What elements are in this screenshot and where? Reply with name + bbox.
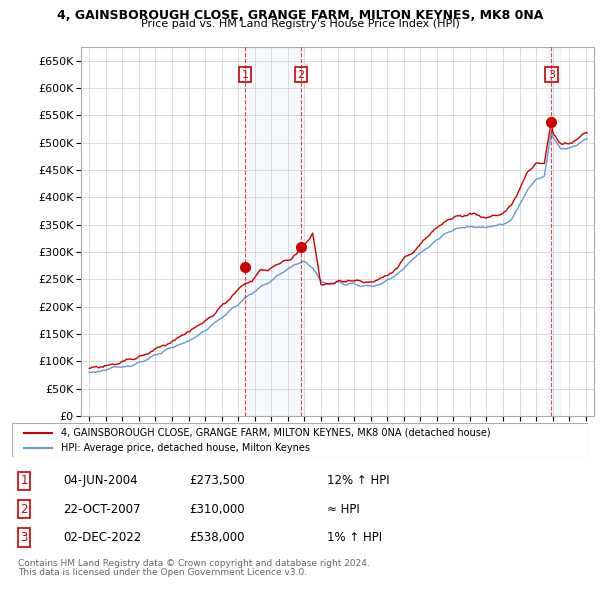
Text: 3: 3	[548, 70, 555, 80]
Text: 1: 1	[20, 474, 28, 487]
Text: Contains HM Land Registry data © Crown copyright and database right 2024.: Contains HM Land Registry data © Crown c…	[18, 559, 370, 568]
Bar	[547, 47, 560, 416]
Text: 2: 2	[20, 503, 28, 516]
Text: 02-DEC-2022: 02-DEC-2022	[63, 531, 141, 544]
Text: 4, GAINSBOROUGH CLOSE, GRANGE FARM, MILTON KEYNES, MK8 0NA: 4, GAINSBOROUGH CLOSE, GRANGE FARM, MILT…	[57, 9, 543, 22]
Text: 22-OCT-2007: 22-OCT-2007	[63, 503, 140, 516]
Text: 1: 1	[242, 70, 248, 80]
Text: £538,000: £538,000	[189, 531, 245, 544]
Bar	[245, 47, 301, 416]
Text: Price paid vs. HM Land Registry's House Price Index (HPI): Price paid vs. HM Land Registry's House …	[140, 19, 460, 29]
Text: 12% ↑ HPI: 12% ↑ HPI	[327, 474, 389, 487]
Text: ≈ HPI: ≈ HPI	[327, 503, 360, 516]
Text: HPI: Average price, detached house, Milton Keynes: HPI: Average price, detached house, Milt…	[61, 442, 310, 453]
Text: £310,000: £310,000	[189, 503, 245, 516]
Text: 2: 2	[298, 70, 305, 80]
Text: 1% ↑ HPI: 1% ↑ HPI	[327, 531, 382, 544]
Text: 3: 3	[20, 531, 28, 544]
Text: 4, GAINSBOROUGH CLOSE, GRANGE FARM, MILTON KEYNES, MK8 0NA (detached house): 4, GAINSBOROUGH CLOSE, GRANGE FARM, MILT…	[61, 428, 491, 438]
Text: 04-JUN-2004: 04-JUN-2004	[63, 474, 137, 487]
Text: £273,500: £273,500	[189, 474, 245, 487]
Text: This data is licensed under the Open Government Licence v3.0.: This data is licensed under the Open Gov…	[18, 568, 307, 577]
